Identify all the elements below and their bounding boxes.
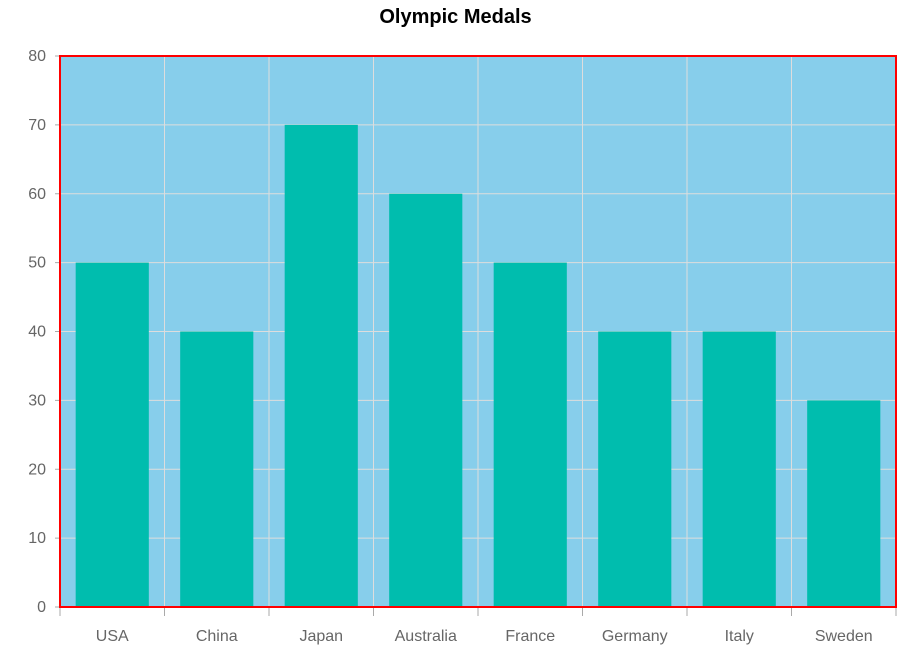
y-tick-label: 80	[28, 48, 46, 65]
bar-france	[493, 262, 567, 607]
bar-usa	[75, 262, 149, 607]
bar-italy	[702, 331, 776, 607]
y-tick-label: 50	[28, 255, 46, 272]
bar-japan	[284, 124, 358, 607]
y-tick-label: 10	[28, 530, 46, 547]
y-tick-label: 60	[28, 186, 46, 203]
x-tick-label: Japan	[299, 628, 343, 645]
x-tick-label: Italy	[725, 628, 754, 645]
x-tick-label: USA	[96, 628, 129, 645]
y-tick-label: 0	[37, 599, 46, 616]
plot-area-border	[59, 55, 897, 608]
bar-germany	[598, 331, 672, 607]
y-tick-label: 30	[28, 392, 46, 409]
x-tick-label: Sweden	[815, 628, 873, 645]
bar-sweden	[807, 400, 881, 607]
bars	[75, 124, 881, 607]
chart-title: Olympic Medals	[379, 6, 532, 28]
x-tick-label: France	[505, 628, 555, 645]
bar-australia	[389, 193, 463, 607]
y-tick-label: 70	[28, 117, 46, 134]
x-tick-label: Germany	[602, 628, 668, 645]
bar-china	[180, 331, 254, 607]
x-tick-label: China	[196, 628, 238, 645]
y-tick-label: 20	[28, 461, 46, 478]
x-tick-label: Australia	[395, 628, 457, 645]
y-tick-label: 40	[28, 324, 46, 341]
